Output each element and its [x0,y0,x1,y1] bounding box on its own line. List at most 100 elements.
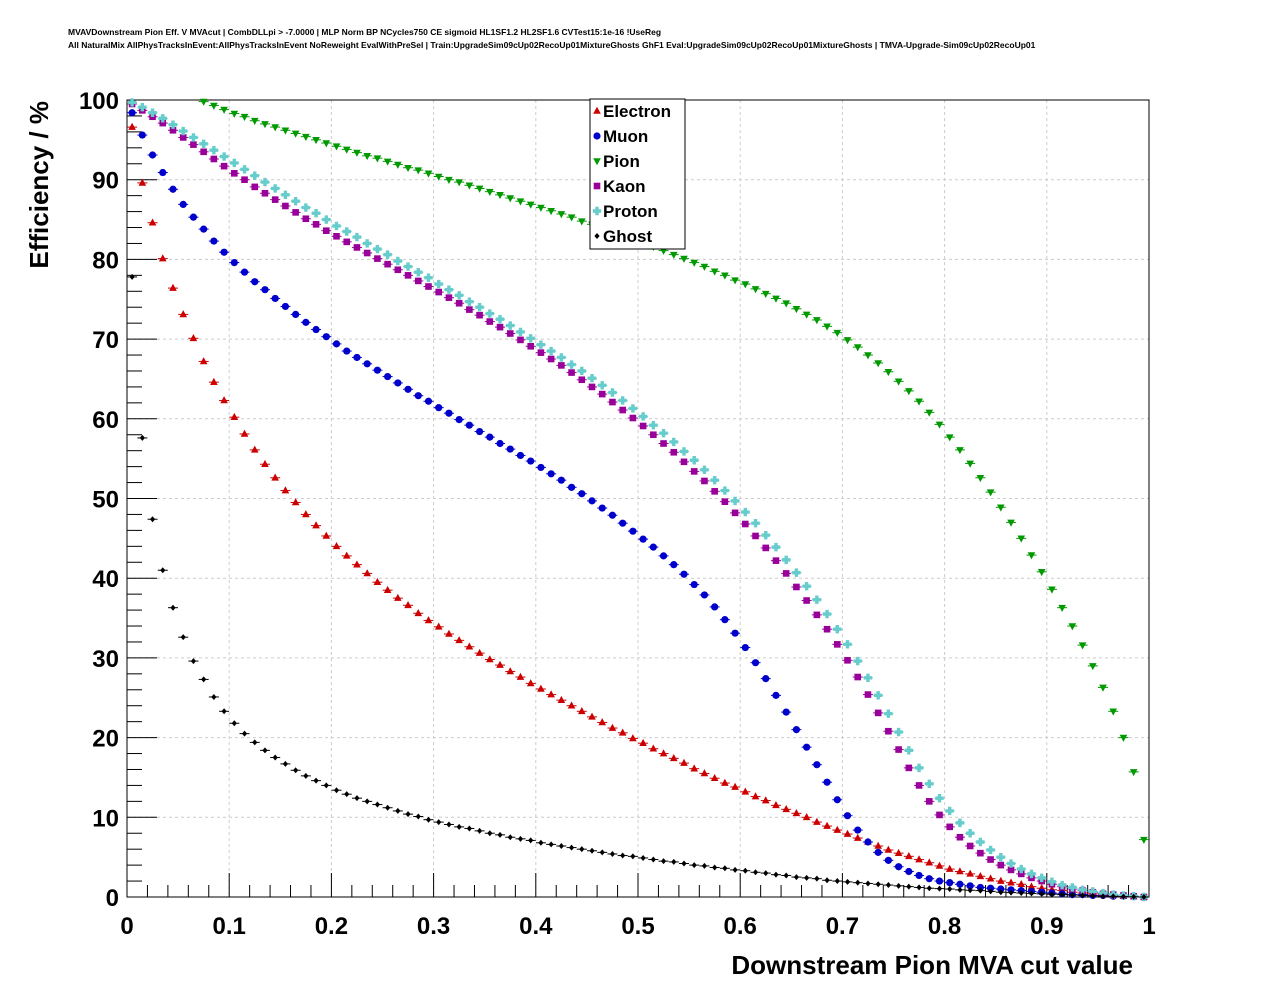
data-point [486,188,494,196]
data-point [526,334,535,343]
data-point [311,208,321,218]
data-point [710,268,719,276]
x-tick-label: 0.3 [417,913,450,940]
data-point [424,170,433,178]
data-point [496,439,504,448]
data-point [650,856,656,863]
data-point [965,829,975,838]
data-point [434,173,443,181]
data-point [905,867,913,876]
data-point [251,183,259,191]
data-point [323,782,329,789]
data-point [751,519,760,528]
data-point [833,825,842,833]
data-point [894,378,903,386]
data-point [1008,889,1014,896]
data-point [250,117,259,126]
data-point [342,227,351,236]
data-point [495,314,505,324]
data-point [772,295,780,303]
data-point [986,874,995,882]
y-axis-title: Efficiency / % [24,101,54,269]
data-point [905,852,913,860]
data-point [843,640,852,649]
data-point [475,185,484,193]
data-point [669,251,678,259]
data-point [639,535,647,543]
legend: Electron Muon Pion Kaon Proton Ghost [589,98,686,250]
data-point [312,137,320,145]
data-point [925,858,934,866]
data-point [353,560,361,568]
data-point [844,656,851,664]
data-point [802,311,811,319]
data-point [742,520,749,528]
data-point [353,244,361,251]
data-point [802,813,811,821]
data-point [997,876,1005,884]
data-point [456,823,462,830]
y-tick-label: 80 [92,247,119,274]
data-point [1049,891,1055,898]
data-point [731,509,739,517]
data-point [272,754,278,761]
data-point [149,516,156,523]
data-point [946,879,954,887]
data-point [516,327,525,337]
data-point [231,170,238,177]
data-point [701,477,708,485]
data-point [393,256,403,266]
data-point [302,215,310,223]
data-point [516,198,525,206]
data-point [1090,892,1096,899]
data-point [476,311,483,319]
data-point [496,660,504,668]
data-point [926,885,932,892]
data-point [814,875,820,882]
data-point [639,422,647,430]
data-point [292,209,299,216]
data-point [680,255,688,263]
data-point [710,773,719,782]
data-point [241,730,248,737]
data-point [537,463,545,472]
data-point [394,379,402,387]
data-point [281,302,290,311]
data-point [170,604,176,611]
data-point [199,139,208,149]
data-point [342,146,351,154]
data-point [619,519,627,527]
data-point [496,192,504,200]
data-point [425,816,432,823]
data-point [741,643,749,652]
data-point [363,569,371,577]
data-point [966,460,974,468]
data-point [281,127,290,135]
data-point [486,655,494,663]
data-point [885,727,892,735]
data-point [721,498,729,505]
data-point [548,841,554,848]
data-point [986,845,995,855]
data-point [557,695,566,703]
data-point [855,879,861,886]
data-point [506,321,515,330]
data-point [424,273,433,282]
data-point [435,288,443,296]
data-point [1017,870,1025,878]
data-point [1129,769,1138,777]
data-point [332,143,341,151]
legend-box [589,98,686,250]
legend-entry: Muon [593,127,648,146]
data-point [813,317,821,325]
data-point [793,874,800,881]
header-line-1: MVAVDownstream Pion Eff. V MVAcut | Comb… [68,27,662,37]
legend-marker [593,106,601,114]
data-point [792,809,801,817]
data-point [915,398,923,406]
data-point [353,353,361,362]
x-tick-label: 0.4 [519,913,553,940]
data-point [230,110,239,118]
data-point [261,459,269,468]
x-tick-label: 1 [1142,913,1155,940]
